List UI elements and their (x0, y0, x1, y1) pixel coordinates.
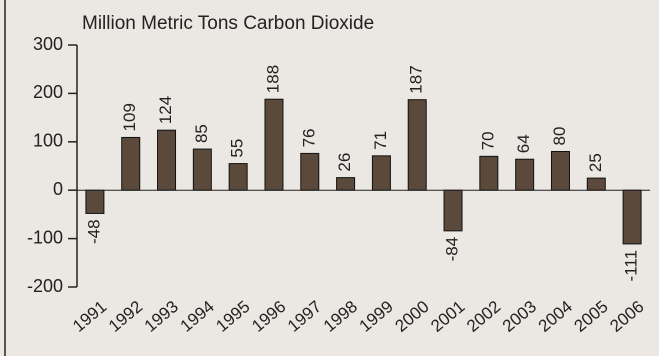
y-tick-label: 200 (33, 82, 63, 102)
bar (586, 177, 606, 191)
chart-subtitle: Million Metric Tons Carbon Dioxide (82, 13, 374, 34)
bar (550, 150, 570, 191)
value-label: 188 (263, 65, 282, 93)
bar (443, 189, 463, 232)
y-tick-label: 100 (33, 131, 63, 151)
y-tick-label: 300 (33, 34, 63, 54)
bar (371, 155, 391, 191)
value-label: 76 (299, 128, 318, 147)
y-tick-label: -200 (27, 276, 63, 296)
bar (157, 129, 177, 191)
value-label: 85 (192, 124, 211, 143)
value-label: -84 (443, 237, 462, 262)
bar (121, 136, 141, 191)
value-label: 70 (478, 131, 497, 150)
value-label: -111 (622, 250, 641, 282)
value-label: 25 (586, 153, 605, 172)
y-tick-label: -100 (27, 227, 63, 247)
value-label: 109 (120, 103, 139, 131)
bar (264, 98, 284, 191)
value-label: 26 (335, 153, 354, 172)
bar (479, 155, 499, 191)
value-label: 64 (514, 134, 533, 153)
y-tick-label: 0 (53, 179, 63, 199)
value-label: 80 (550, 127, 569, 146)
bar (228, 163, 248, 191)
bar (515, 158, 535, 191)
value-label: 124 (156, 96, 175, 124)
bar (336, 177, 356, 191)
value-label: 187 (407, 65, 426, 93)
bar (192, 148, 212, 191)
bar (622, 189, 642, 245)
value-label: 71 (371, 131, 390, 150)
bar (300, 152, 320, 191)
value-label: -48 (84, 219, 103, 244)
bar (407, 99, 427, 191)
bar (85, 189, 105, 214)
value-label: 55 (228, 139, 247, 158)
